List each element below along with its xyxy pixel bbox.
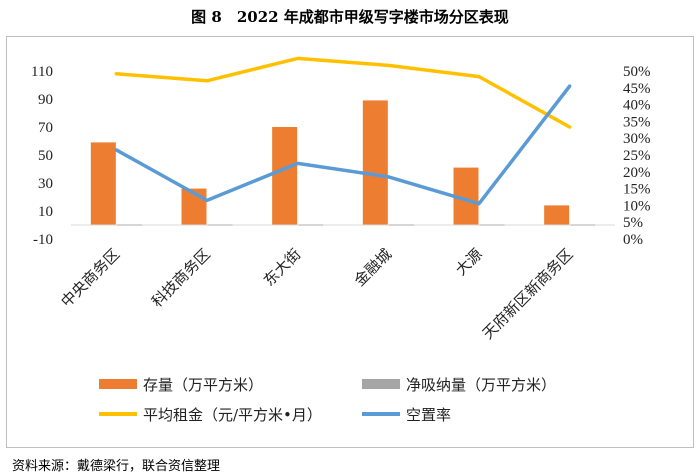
category-label: 东大街: [260, 245, 305, 290]
category-label: 天府新区新商务区: [479, 245, 577, 343]
right-tick-label: 10%: [623, 198, 651, 214]
category-label: 科技商务区: [148, 245, 214, 311]
left-tick-label: 70: [38, 120, 53, 136]
stock-bar: [272, 127, 298, 225]
legend-label: 存量（万平方米）: [143, 376, 263, 394]
stock-bar: [362, 100, 388, 225]
right-tick-label: 30%: [623, 131, 651, 147]
category-label: 金融城: [351, 245, 396, 290]
right-tick-label: 5%: [623, 215, 643, 231]
right-tick-label: 50%: [623, 64, 651, 80]
right-axis-ticks: 0%5%10%15%20%25%30%35%40%45%50%: [623, 64, 651, 248]
legend: 存量（万平方米） 净吸纳量（万平方米） 平均租金（元/平方米•月） 空置率: [99, 376, 556, 424]
stock-bar: [544, 205, 570, 225]
left-axis-ticks: -10 10 30 50 70 90 110: [31, 64, 53, 248]
bar-marks: [90, 100, 596, 226]
right-tick-label: 25%: [623, 148, 651, 164]
category-label: 中央商务区: [57, 245, 123, 311]
right-tick-label: 15%: [623, 182, 651, 198]
legend-label: 平均租金（元/平方米•月）: [143, 406, 322, 424]
right-tick-label: 20%: [623, 165, 651, 181]
left-tick-label: 90: [38, 92, 53, 108]
left-tick-label: 30: [38, 176, 53, 192]
legend-swatch: [362, 379, 400, 389]
right-tick-label: 35%: [623, 114, 651, 130]
chart-frame: -10 10 30 50 70 90 110 0% 5% 10% 15% 20% 25% 30% 35% 4…: [6, 36, 694, 448]
average-rent-line: [114, 56, 572, 129]
vacancy-rate-line: [114, 84, 572, 206]
right-tick-label: 45%: [623, 81, 651, 97]
right-tick-label: 40%: [623, 98, 651, 114]
legend-label: 空置率: [406, 406, 451, 424]
figure-title: 图 8 2022 年成都市甲级写字楼市场分区表现: [191, 8, 509, 26]
left-tick-label: 10: [38, 204, 53, 220]
legend-swatch: [99, 379, 137, 389]
source-note: 资料来源：戴德梁行，联合资信整理: [12, 459, 221, 474]
category-label: 大源: [452, 245, 486, 279]
left-tick-label: 50: [38, 148, 53, 164]
left-tick-label: 110: [31, 64, 53, 80]
right-tick-label: 0%: [623, 232, 643, 248]
stock-bar: [90, 142, 116, 225]
left-tick-label: -10: [33, 232, 53, 248]
legend-label: 净吸纳量（万平方米）: [406, 376, 556, 394]
line-marks: [114, 56, 572, 206]
